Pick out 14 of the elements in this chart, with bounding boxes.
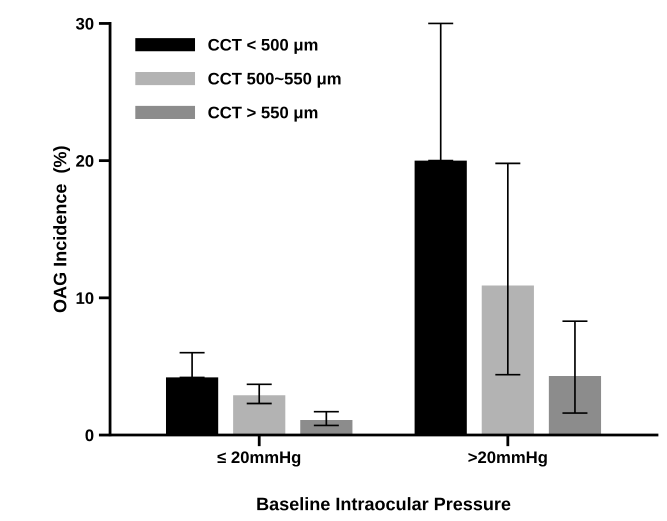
legend-label: CCT > 550 μm (208, 106, 318, 122)
y-tick-label: 0 (85, 429, 94, 442)
y-tick-label: 10 (76, 292, 94, 304)
bar (233, 395, 286, 436)
legend-label: CCT 500~550 μm (208, 72, 341, 88)
x-tick-label: >20mmHg (468, 451, 547, 467)
y-axis-title: OAG Incidence (%) (53, 146, 70, 312)
y-tick-label: 20 (76, 155, 94, 167)
bar (548, 376, 602, 436)
x-tick-label: ≤ 20mmHg (218, 451, 300, 467)
x-axis-title: Baseline Intraocular Pressure (257, 497, 510, 510)
y-tick-label: 30 (76, 18, 94, 30)
bar (482, 285, 534, 436)
legend-label: CCT < 500 μm (208, 38, 318, 54)
